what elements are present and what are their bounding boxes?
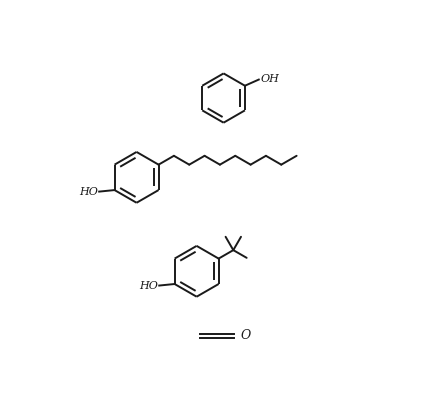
- Text: O: O: [240, 330, 251, 342]
- Text: OH: OH: [260, 74, 279, 84]
- Text: HO: HO: [79, 187, 97, 197]
- Text: HO: HO: [139, 280, 158, 290]
